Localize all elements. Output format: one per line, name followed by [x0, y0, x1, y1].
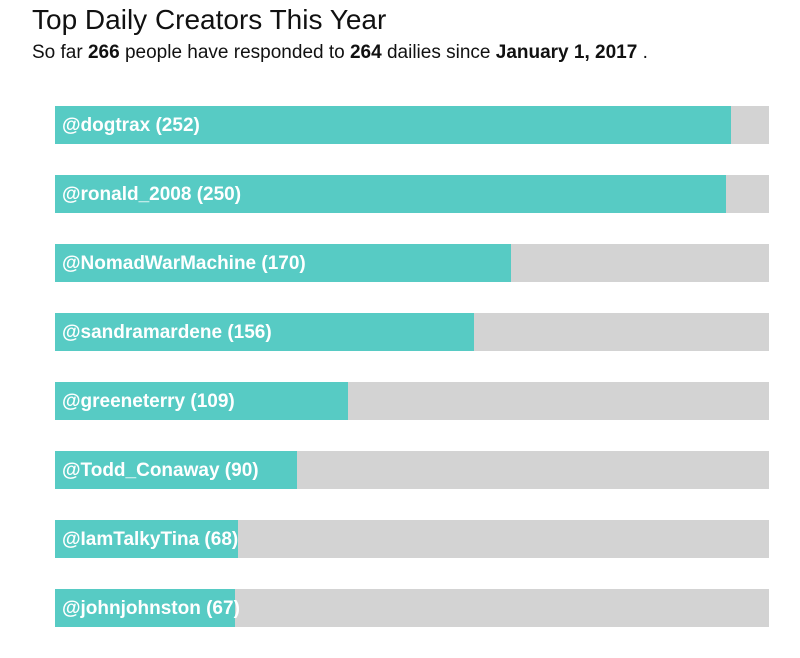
bar-label: @NomadWarMachine (170) [62, 253, 306, 274]
bar-label: @dogtrax (252) [62, 115, 200, 136]
subtitle-end: . [642, 42, 648, 63]
bar-track: @johnjohnston (67) [55, 589, 769, 627]
bar-label: @Todd_Conaway (90) [62, 460, 259, 481]
bar-label: @johnjohnston (67) [62, 598, 240, 619]
bar-label: @sandramardene (156) [62, 322, 272, 343]
subtitle-middle: people have responded to [124, 42, 345, 63]
bar-track: @ronald_2008 (250) [55, 175, 769, 213]
bar-track: @NomadWarMachine (170) [55, 244, 769, 282]
people-count: 266 [87, 42, 120, 63]
bar-fill [55, 589, 235, 627]
bar-chart: @dogtrax (252) @ronald_2008 (250) @NomadWa… [55, 106, 769, 658]
bar-fill [55, 382, 348, 420]
subtitle-after: dailies since [386, 42, 491, 63]
bar-fill [55, 313, 474, 351]
chart-title: Top Daily Creators This Year [32, 4, 387, 35]
bar-track: @greeneterry (109) [55, 382, 769, 420]
bar-track: @IamTalkyTina (68) [55, 520, 769, 558]
bar-track: @Todd_Conaway (90) [55, 451, 769, 489]
bar-label: @IamTalkyTina (68) [62, 529, 239, 550]
bar-fill [55, 520, 238, 558]
bar-label: @greeneterry (109) [62, 391, 235, 412]
chart-subtitle: So far 266 people have responded to 264 … [32, 42, 648, 64]
bar-track: @dogtrax (252) [55, 106, 769, 144]
since-date: January 1, 2017 [495, 42, 638, 63]
subtitle-prefix: So far [32, 42, 83, 63]
bar-label: @ronald_2008 (250) [62, 184, 242, 205]
bar-fill [55, 244, 511, 282]
bar-fill [55, 106, 731, 144]
bar-fill [55, 451, 297, 489]
bar-fill [55, 175, 726, 213]
bar-track: @sandramardene (156) [55, 313, 769, 351]
dailies-count: 264 [349, 42, 382, 63]
